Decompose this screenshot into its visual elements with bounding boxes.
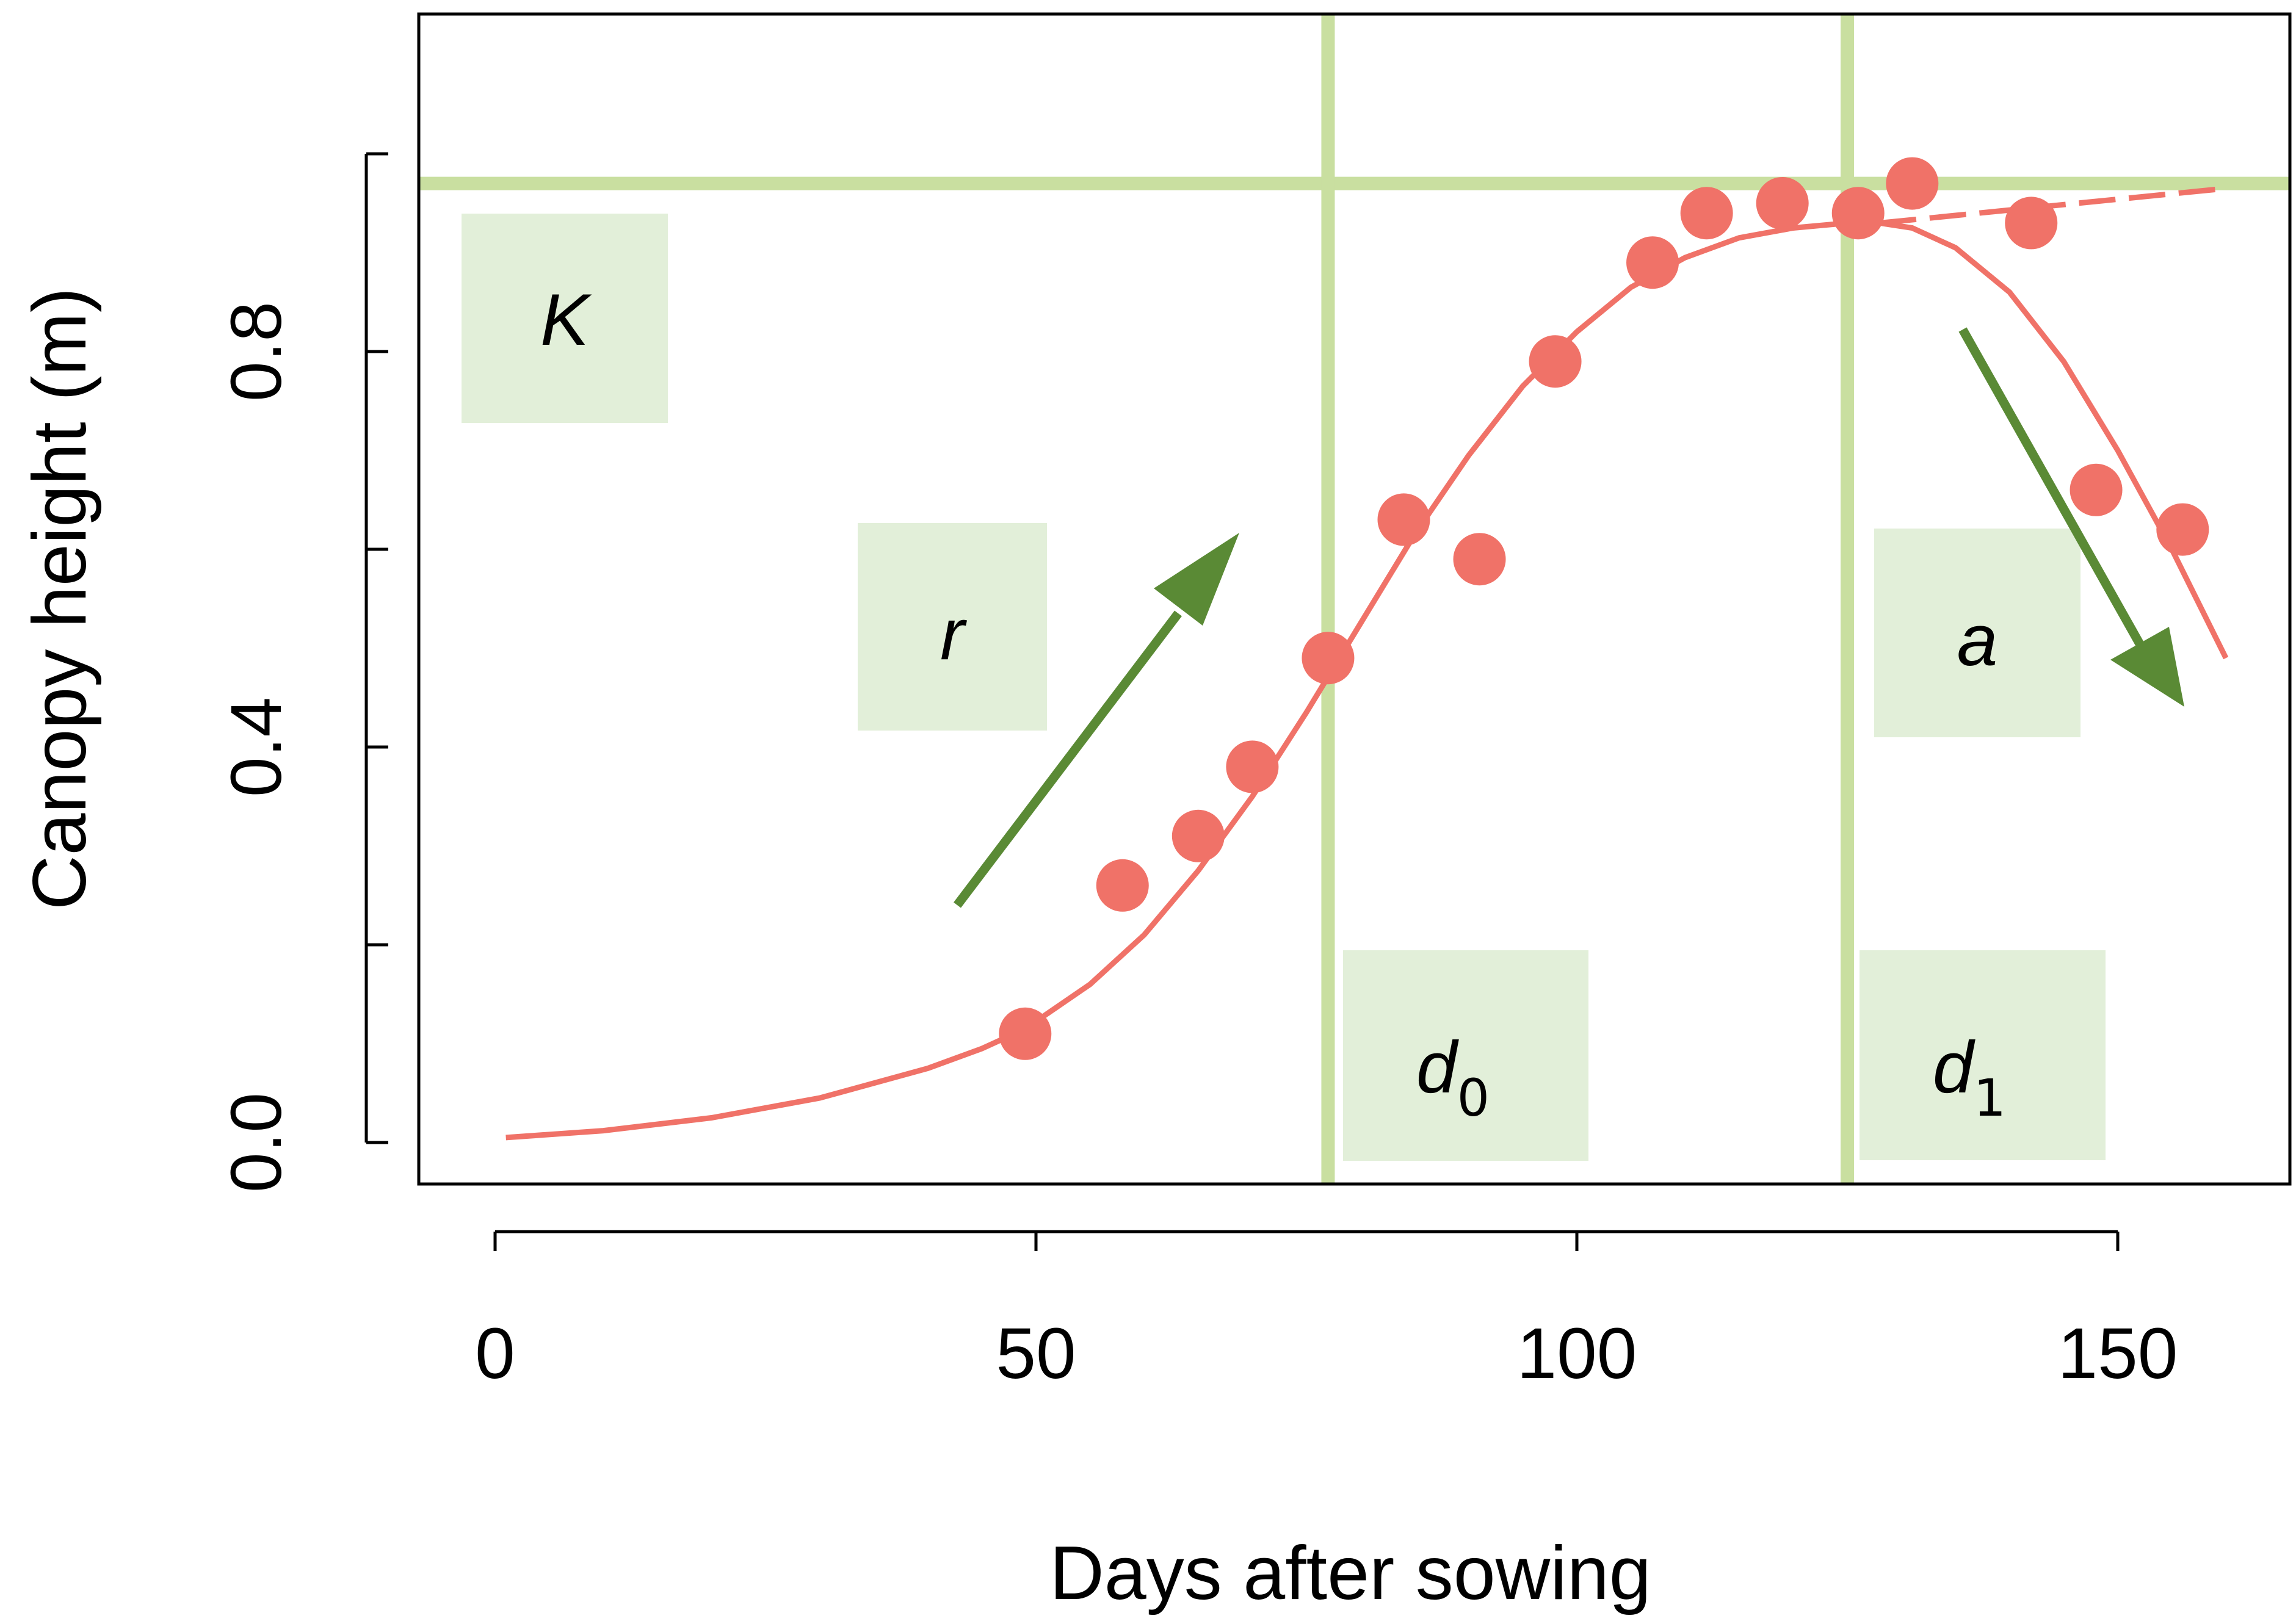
param-label-a: a <box>1957 599 1998 681</box>
label-box-K: K <box>462 214 668 423</box>
data-point <box>1453 533 1506 586</box>
data-point <box>1172 809 1225 862</box>
x-tick-label: 100 <box>1517 1313 1637 1394</box>
y-tick-label: 0.4 <box>216 697 297 797</box>
x-axis-title: Days after sowing <box>1049 1531 1651 1616</box>
arrow-a-head <box>2110 627 2184 707</box>
param-label-d1: d1 <box>1933 1027 2006 1128</box>
y-axis-title: Canopy height (m) <box>18 287 102 910</box>
y-axis: 0.0 0.4 0.8 <box>216 152 388 1193</box>
arrow-r <box>954 533 1239 908</box>
label-box-a: a <box>1874 529 2081 737</box>
label-box-r: r <box>858 523 1047 731</box>
param-label-d1-sub: 1 <box>1974 1068 2006 1128</box>
x-axis: 0 50 100 150 <box>475 1230 2178 1394</box>
data-point <box>1377 493 1430 546</box>
data-points <box>999 157 2209 1060</box>
param-label-r: r <box>940 593 967 675</box>
y-tick-label: 0.0 <box>216 1092 297 1193</box>
param-label-d1-main: d <box>1933 1027 1976 1108</box>
param-label-d0-main: d <box>1416 1027 1459 1108</box>
fitted-curve <box>505 220 2229 1141</box>
param-label-d0-sub: 0 <box>1457 1068 1490 1128</box>
data-point <box>1886 157 1939 210</box>
param-label-K: K <box>540 279 592 361</box>
plateau-extension-line <box>1879 186 2226 226</box>
data-point <box>1756 177 1809 229</box>
data-point <box>2156 503 2209 556</box>
label-box-d1: d1 <box>1860 950 2106 1160</box>
x-tick-label: 150 <box>2058 1313 2178 1394</box>
label-box-a-background <box>1874 529 2081 737</box>
data-point <box>1626 236 1679 289</box>
data-point <box>1529 335 1582 388</box>
arrow-a <box>1958 327 2184 707</box>
label-box-d0: d0 <box>1343 950 1588 1161</box>
data-point <box>1302 632 1355 685</box>
label-box-d0-background <box>1343 950 1588 1161</box>
arrow-r-shaft <box>954 610 1182 908</box>
label-box-K-background <box>462 214 668 423</box>
param-label-d0: d0 <box>1416 1027 1490 1128</box>
x-tick-label: 0 <box>475 1313 515 1394</box>
data-point <box>1226 740 1279 793</box>
arrow-r-head <box>1154 533 1239 626</box>
data-point <box>1680 187 1733 240</box>
data-point <box>1831 187 1885 240</box>
label-box-d1-background <box>1860 950 2106 1160</box>
arrow-a-shaft <box>1958 327 2144 646</box>
data-point <box>999 1007 1052 1060</box>
plot-frame <box>417 12 2292 1186</box>
data-point <box>2070 463 2123 516</box>
x-tick-label: 50 <box>996 1313 1076 1394</box>
data-point <box>2005 197 2058 250</box>
data-point <box>1096 859 1149 912</box>
y-tick-label: 0.8 <box>216 301 297 402</box>
label-box-r-background <box>858 523 1047 731</box>
